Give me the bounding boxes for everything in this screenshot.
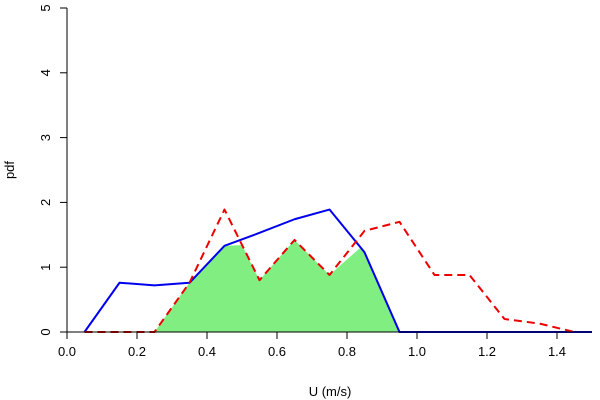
y-axis-title: pdf	[2, 161, 17, 179]
x-tick-label: 1.0	[408, 344, 426, 359]
series-line-2-dashed	[84, 208, 575, 333]
y-tick-label: 3	[38, 134, 53, 141]
y-tick-label: 0	[38, 328, 53, 335]
x-tick-label: 0.8	[338, 344, 356, 359]
y-tick-label: 5	[38, 4, 53, 11]
y-tick-label: 1	[38, 264, 53, 271]
x-tick-label: 0.4	[198, 344, 216, 359]
x-tick-label: 0.6	[268, 344, 286, 359]
x-tick-label: 0.2	[128, 344, 146, 359]
y-axis: 0 1 2 3 4 5	[38, 4, 68, 336]
x-tick-label: 0.0	[58, 344, 76, 359]
y-tick-label: 4	[38, 69, 53, 76]
y-tick-label: 2	[38, 199, 53, 206]
x-tick-label: 1.2	[478, 344, 496, 359]
x-axis: 0.0 0.2 0.4 0.6 0.8 1.0 1.2 1.4	[58, 331, 592, 359]
x-tick-label: 1.4	[548, 344, 566, 359]
x-axis-title: U (m/s)	[309, 384, 352, 399]
plot-area	[83, 208, 592, 333]
overlap-area	[154, 239, 400, 332]
